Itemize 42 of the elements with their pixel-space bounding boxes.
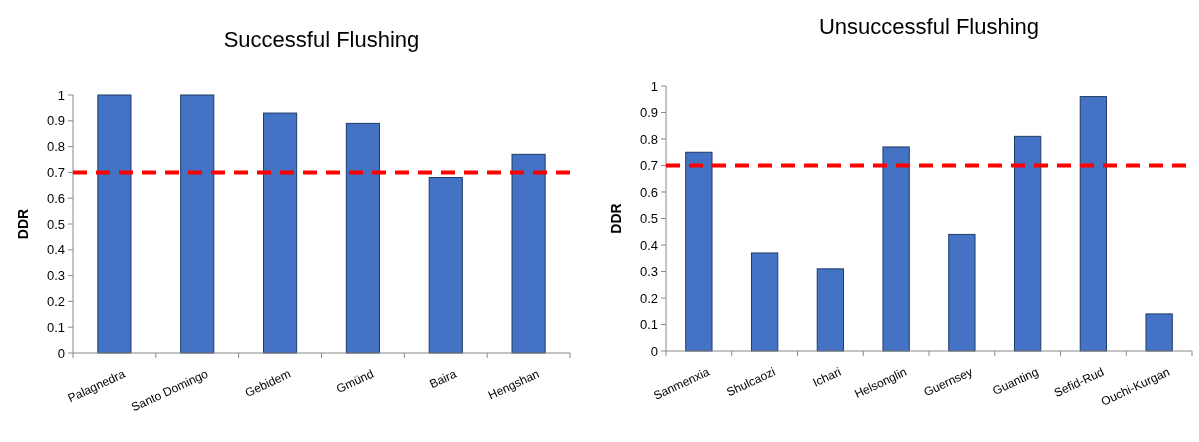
bar [882, 146, 910, 352]
y-tick-label: 0.6 [639, 184, 658, 200]
bar [345, 122, 380, 354]
bar [180, 94, 215, 354]
y-tick-label: 0.5 [639, 211, 658, 227]
y-tick-label: 0.9 [46, 113, 65, 129]
y-tick-label: 0.2 [639, 290, 658, 306]
y-tick-label: 0.6 [46, 190, 65, 206]
y-tick-label: 0 [650, 343, 658, 359]
y-tick-label: 0.5 [46, 216, 65, 232]
y-tick-label: 0 [57, 345, 65, 361]
y-tick-label: 0.3 [46, 268, 65, 284]
chart-title: Successful Flushing [223, 27, 420, 52]
bar [1145, 313, 1173, 352]
y-tick-label: 0.3 [639, 264, 658, 280]
bar [97, 94, 132, 354]
y-tick-label: 1 [650, 78, 658, 94]
bar [816, 268, 845, 352]
y-tick-label: 0.4 [639, 237, 658, 253]
bar [263, 112, 298, 354]
y-axis-title: DDR [608, 203, 624, 234]
y-tick-label: 0.8 [639, 131, 658, 147]
y-axis-title: DDR [15, 208, 31, 240]
bar [511, 153, 546, 354]
chart-title: Unsuccessful Flushing [818, 14, 1040, 39]
bar [1013, 135, 1042, 352]
y-tick-label: 0.7 [46, 164, 65, 180]
bar [1079, 96, 1108, 352]
bar [428, 177, 463, 354]
y-tick-label: 1 [57, 87, 65, 103]
bar [685, 151, 713, 352]
y-tick-label: 0.7 [639, 158, 658, 174]
y-tick-label: 0.4 [46, 242, 65, 258]
bar [948, 233, 976, 352]
x-tick-label: Baira [427, 366, 459, 392]
bar [750, 252, 779, 352]
y-tick-label: 0.1 [639, 317, 658, 333]
x-tick-label: Ichari [810, 364, 844, 390]
y-tick-label: 0.2 [46, 293, 65, 309]
y-tick-label: 0.8 [46, 139, 65, 155]
y-tick-label: 0.9 [639, 105, 658, 121]
y-tick-label: 0.1 [46, 319, 65, 335]
